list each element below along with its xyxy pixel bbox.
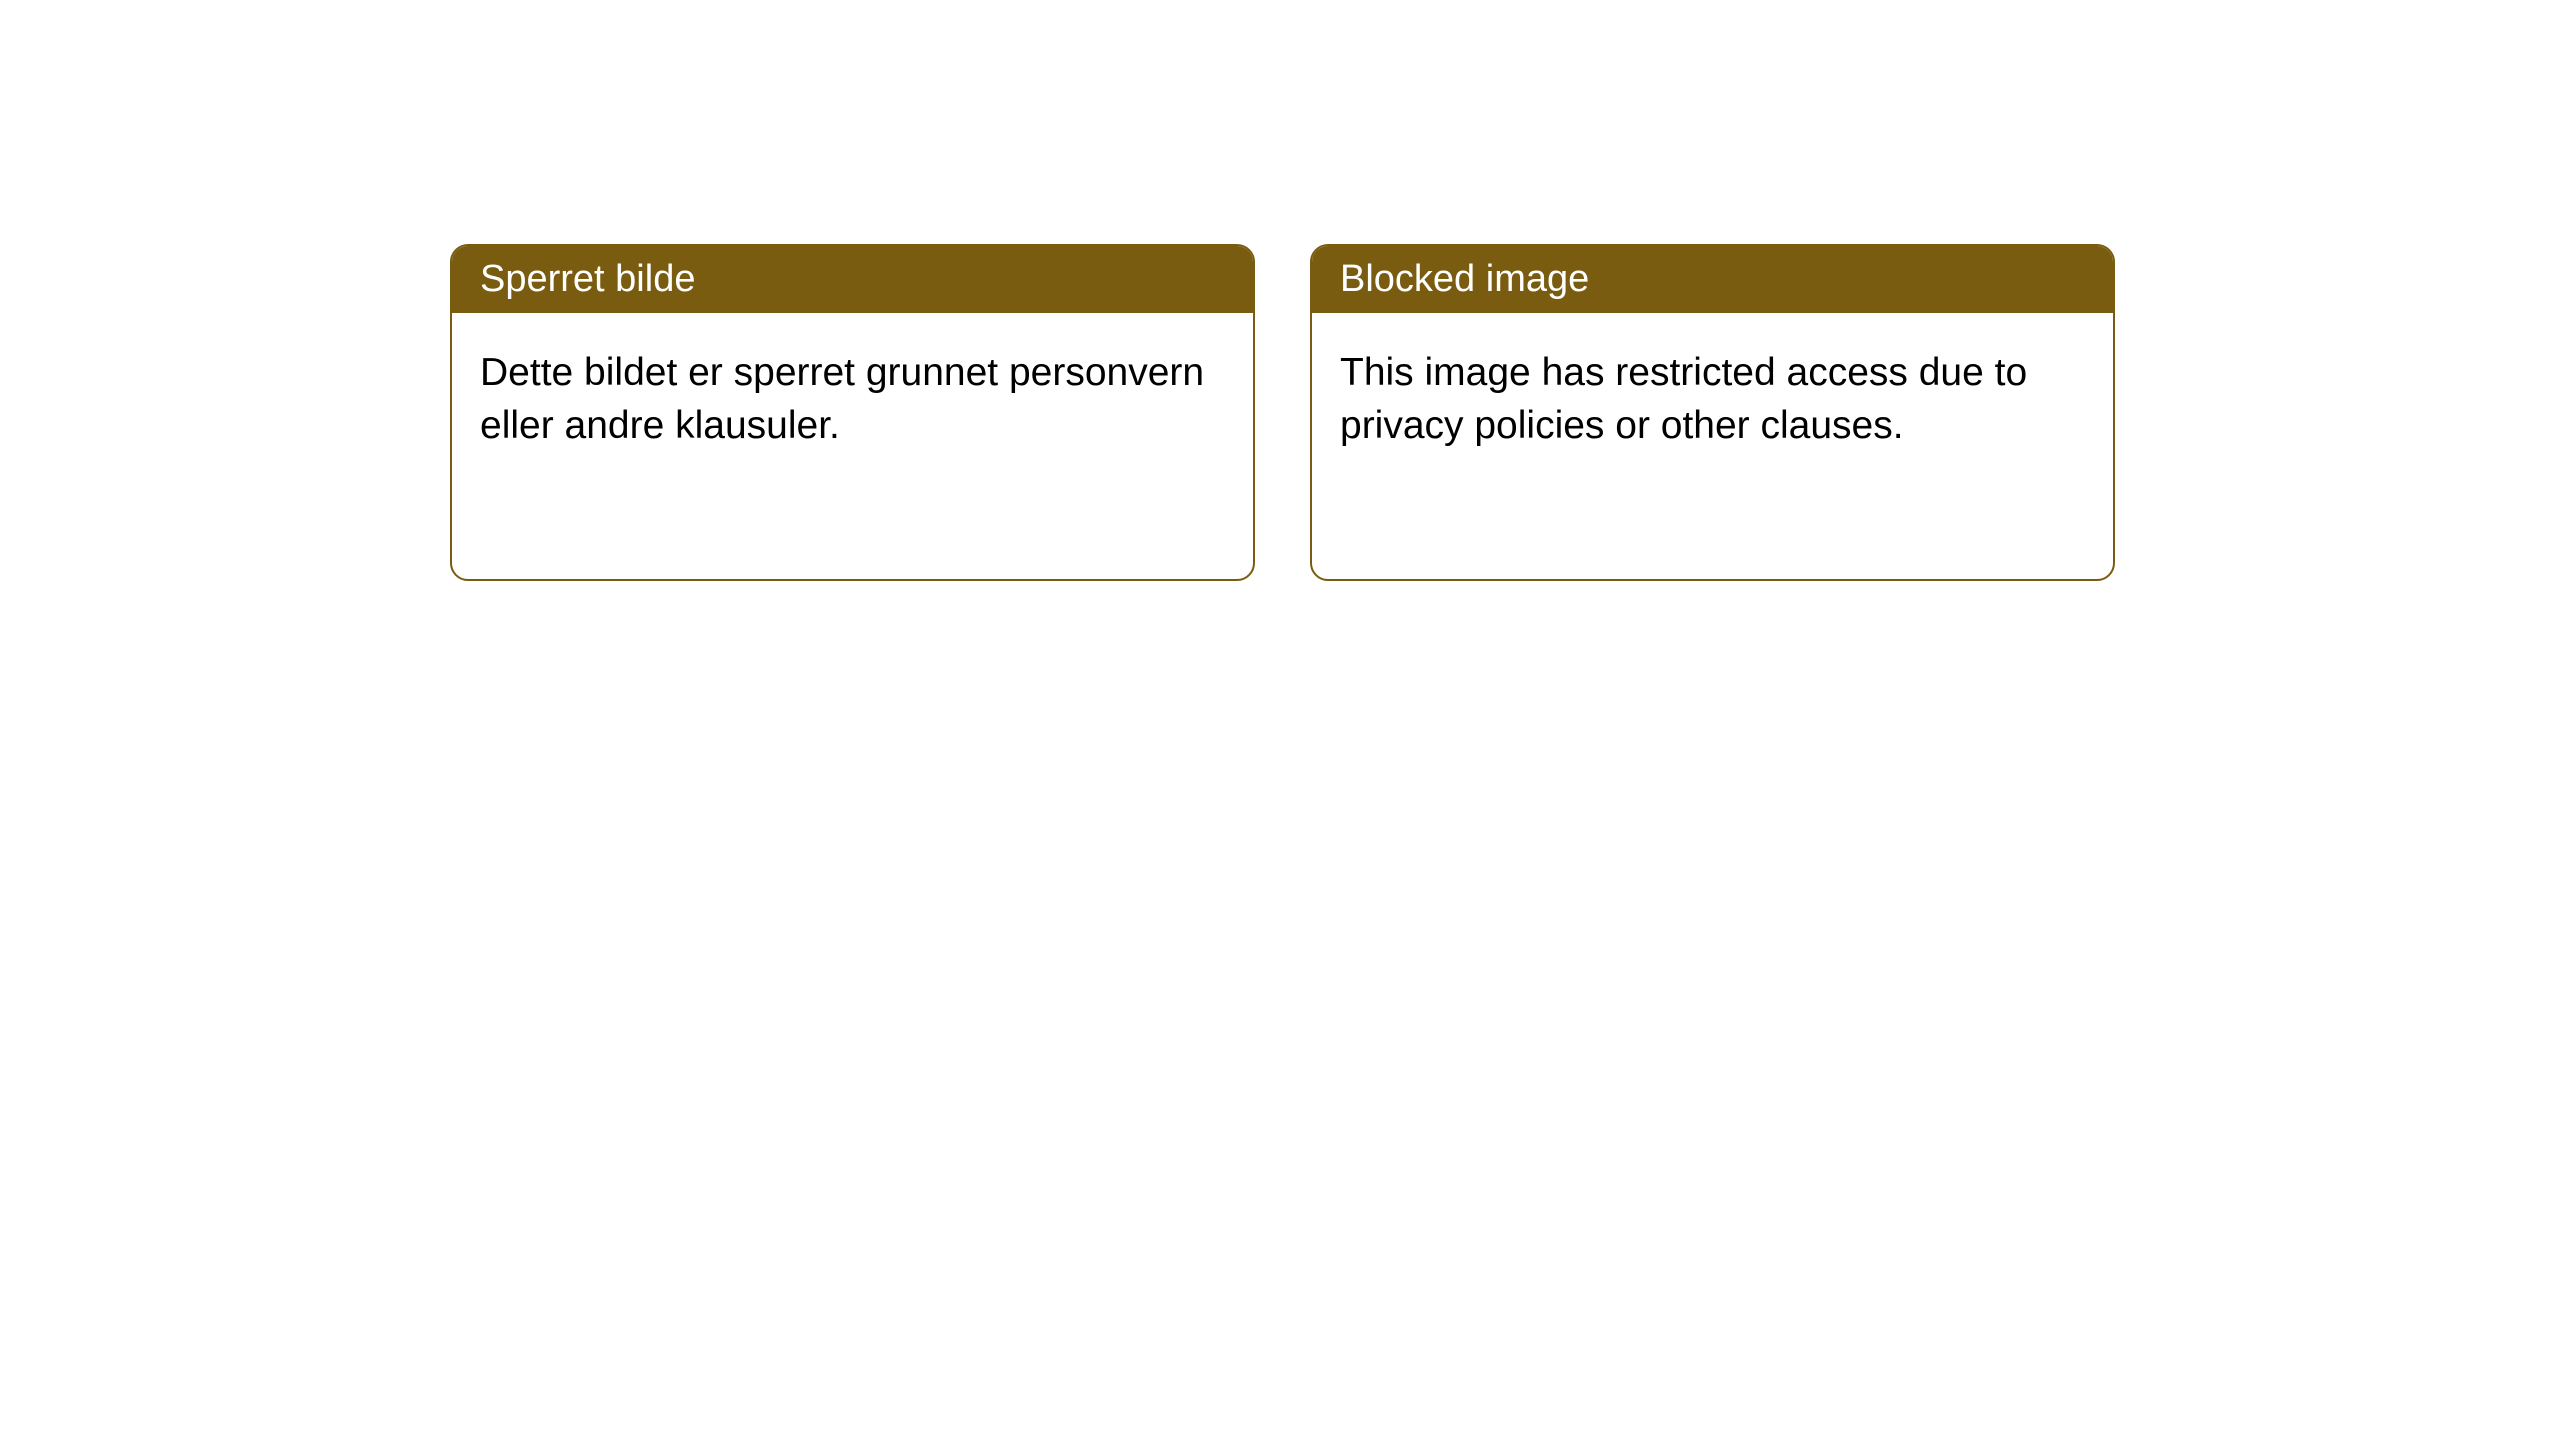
card-header: Blocked image: [1312, 246, 2113, 313]
notice-card-norwegian: Sperret bilde Dette bildet er sperret gr…: [450, 244, 1255, 581]
card-body: Dette bildet er sperret grunnet personve…: [452, 313, 1253, 486]
card-body: This image has restricted access due to …: [1312, 313, 2113, 486]
card-header: Sperret bilde: [452, 246, 1253, 313]
notice-card-english: Blocked image This image has restricted …: [1310, 244, 2115, 581]
notice-container: Sperret bilde Dette bildet er sperret gr…: [450, 244, 2115, 581]
